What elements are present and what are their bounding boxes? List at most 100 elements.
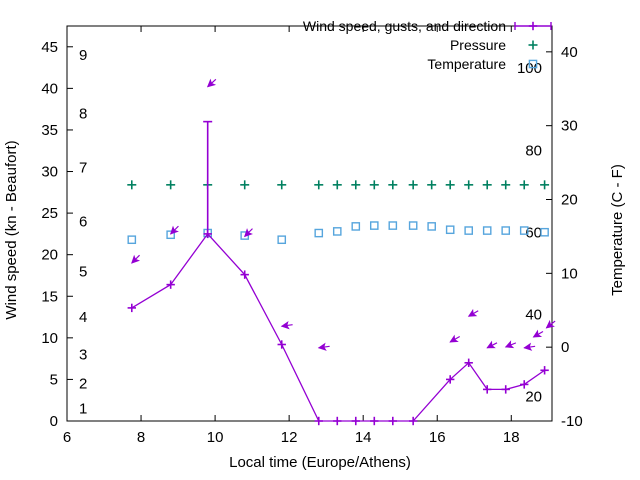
y2-celsius-tick-label: 20 [561,192,578,209]
temperature-point [332,227,342,236]
pressure-point [277,180,287,190]
y-left-beaufort-tick-labels: 1 2 3 4 5 6 7 8 9 [79,47,87,417]
wind-speed-point [314,416,323,426]
legend-swatch-wind-point [528,21,538,31]
y2-celsius-tick-label: 10 [561,265,578,282]
arrow-head [206,78,217,88]
wind-speed-point [388,416,398,426]
wind-speed-point [166,280,175,289]
y-right-fahrenheit-tick-labels: 20 40 60 80 100 [517,60,542,405]
arrow-head [467,308,478,317]
arrow-head [169,225,179,235]
temperature-point [464,226,473,235]
wind-direction-arrow [244,228,253,238]
wind-direction-arrow [280,320,293,330]
arrow-head [545,319,555,329]
wind-speed-point [464,358,473,367]
pressure-point [388,180,398,190]
y-right-celsius-tick-labels: -10 0 10 20 30 40 [561,44,583,430]
legend: Wind speed, gusts, and direction Pressure… [303,18,552,72]
y-kn-tick-label: 5 [50,371,58,388]
temperature-point [351,222,361,231]
arrow-head [244,228,253,238]
pressure-point [408,180,418,190]
y-beaufort-tick-label: 9 [79,47,87,64]
x-tick-label: 12 [281,429,298,446]
series-pressure [127,180,550,190]
legend-swatch-temperature [528,59,538,69]
wind-direction-arrow [449,334,461,343]
wind-direction-arrow [169,225,179,235]
pressure-point [166,180,176,190]
pressure-point [464,180,474,190]
data-series-group [127,78,556,426]
wind-speed-point [240,270,249,279]
series-wind [127,120,549,426]
y-beaufort-tick-label: 5 [79,263,87,280]
y2-fahrenheit-tick-label: 20 [525,388,542,405]
arrow-head [523,342,533,351]
wind-speed-point [277,340,286,349]
y-kn-tick-label: 25 [41,205,58,222]
x-tick-label: 10 [207,429,224,446]
legend-label-pressure: Pressure [450,37,506,53]
temperature-point [369,221,379,230]
y-kn-tick-label: 30 [41,164,58,181]
y-beaufort-tick-label: 1 [79,401,87,418]
y-right-axis-title: Temperature (C - F) [609,164,626,296]
wind-speed-point [520,380,529,389]
wind-direction-arrow [532,329,544,338]
pressure-point [351,180,361,190]
y-kn-tick-label: 45 [41,39,58,56]
arrow-head [449,334,459,343]
arrow-head [532,329,543,338]
wind-direction-arrow [317,342,330,351]
legend-label-temperature: Temperature [427,56,506,72]
temperature-point [445,225,455,235]
arrow-head [131,254,141,264]
y2-celsius-tick-label: -10 [561,413,583,430]
arrow-head [486,340,496,349]
y2-fahrenheit-tick-label: 40 [525,306,542,323]
pressure-point [369,180,379,190]
pressure-point [482,180,492,190]
wind-direction-arrow [467,308,479,317]
temperature-point [482,226,492,235]
x-tick-label: 6 [63,429,71,446]
x-axis-title: Local time (Europe/Athens) [229,454,411,471]
pressure-point [314,180,324,190]
y-beaufort-tick-label: 4 [79,309,87,326]
wind-speed-point [540,366,549,375]
wind-direction-arrow [504,340,517,349]
plot-frame [66,25,553,422]
y2-celsius-tick-label: 30 [561,118,578,135]
y2-celsius-tick-label: 40 [561,44,578,61]
pressure-point [240,180,250,190]
pressure-point [332,180,342,190]
wind-direction-arrow [131,254,141,264]
y-beaufort-tick-label: 8 [79,105,87,122]
y-beaufort-tick-label: 2 [79,376,87,393]
legend-label-wind: Wind speed, gusts, and direction [303,18,506,34]
temperature-point [501,226,511,235]
y2-fahrenheit-tick-label: 60 [525,224,542,241]
y-kn-tick-label: 40 [41,80,58,97]
wind-speed-point [351,416,360,426]
temperature-point [277,235,287,245]
temperature-point [540,227,549,237]
wind-speed-point [333,416,342,426]
pressure-point [501,180,511,190]
legend-swatch-pressure [528,40,538,50]
temperature-point [408,221,418,230]
y-left-axis-title: Wind speed (kn - Beaufort) [3,140,20,319]
wind-direction-arrow [206,78,217,88]
y-kn-tick-label: 10 [41,330,58,347]
y2-celsius-tick-label: 0 [561,339,569,356]
wind-speed-point [370,416,379,426]
wind-speed-point [408,416,418,426]
y-kn-tick-label: 15 [41,288,58,305]
wind-speed-point [483,385,492,394]
temperature-point [388,221,398,230]
